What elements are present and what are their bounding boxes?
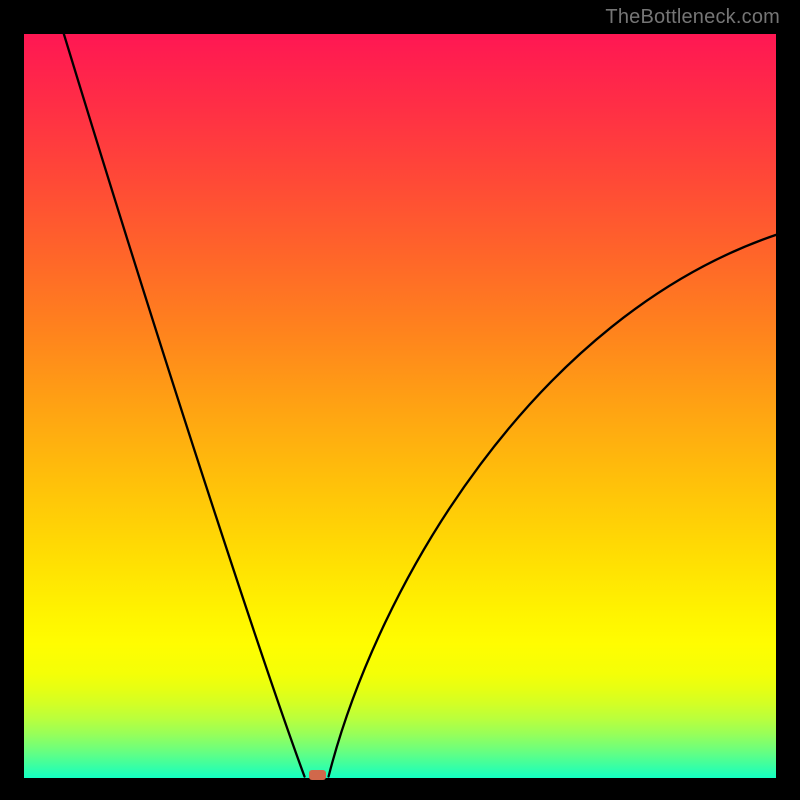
optimal-point-marker — [309, 770, 326, 780]
bottleneck-curve — [24, 34, 776, 778]
curve-left-branch — [64, 34, 305, 777]
plot-area — [24, 34, 776, 778]
watermark-text: TheBottleneck.com — [605, 6, 780, 29]
curve-right-branch — [329, 235, 776, 777]
gradient-background — [24, 34, 776, 778]
chart-frame: TheBottleneck.com — [0, 0, 800, 800]
